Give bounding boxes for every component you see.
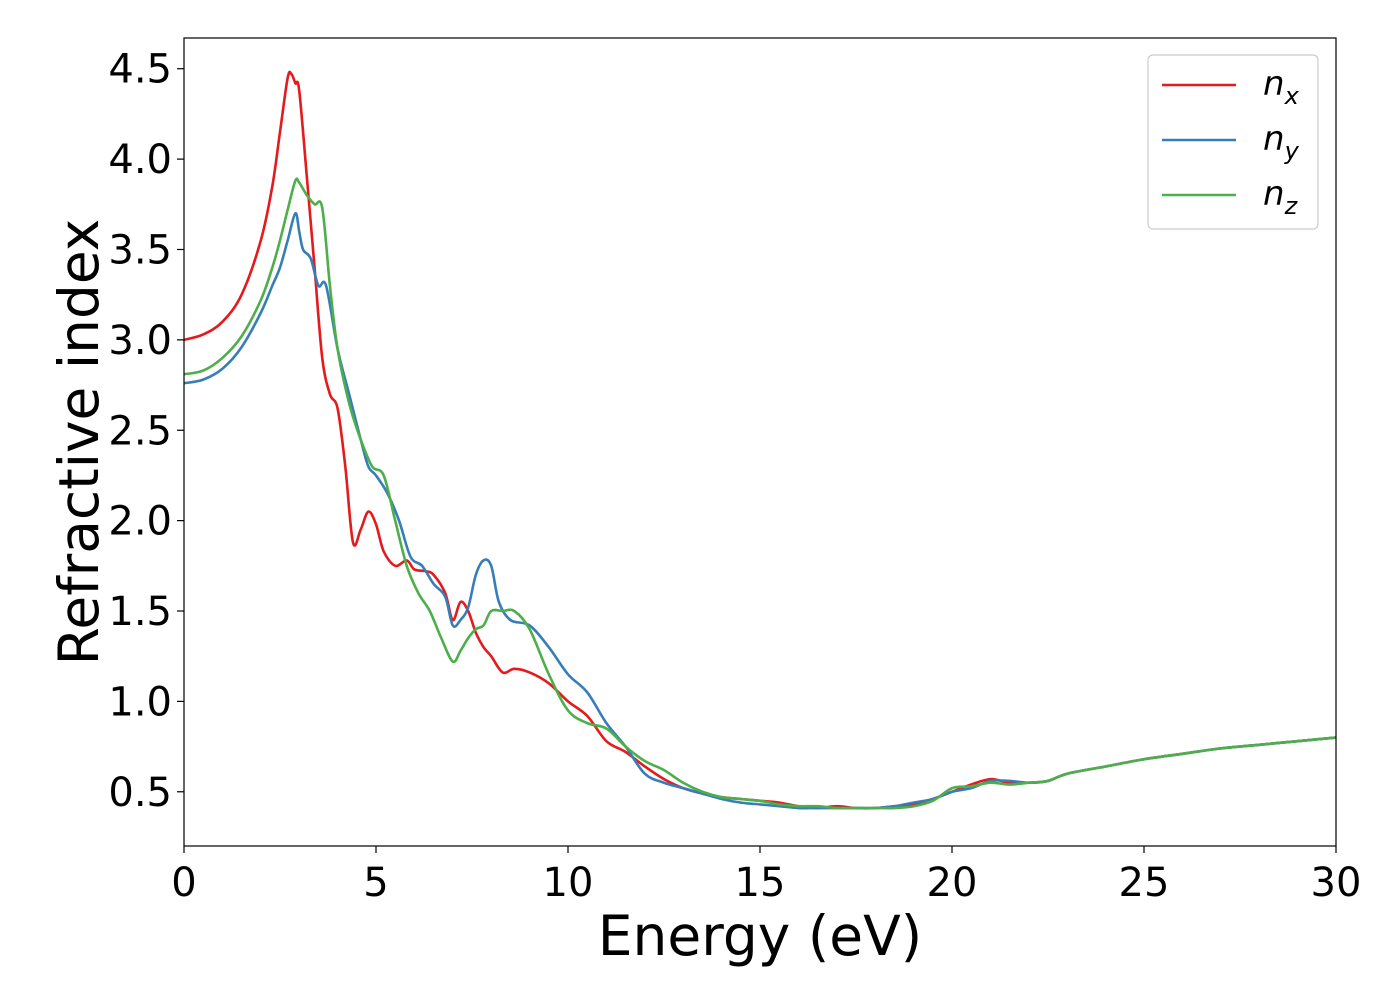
x-tick-label: 30: [1311, 860, 1362, 906]
x-tick-label: 15: [735, 860, 786, 906]
y-tick-label: 1.5: [108, 589, 172, 635]
x-tick-label: 5: [363, 860, 388, 906]
legend-label-main: n: [1263, 174, 1285, 214]
x-axis-ticks: 0 5 10 15 20 25 30: [171, 846, 1361, 906]
x-axis-title: Energy (eV): [598, 904, 922, 968]
y-tick-label: 4.5: [108, 47, 172, 93]
y-tick-label: 2.0: [108, 499, 172, 545]
x-tick-label: 10: [543, 860, 594, 906]
x-tick-label: 20: [927, 860, 978, 906]
series-line-nx: [184, 70, 1336, 810]
legend-label-subscript: x: [1284, 82, 1300, 110]
legend-box: [1147, 54, 1319, 230]
x-tick-label: 25: [1119, 860, 1170, 906]
legend-label-nx: nx: [1263, 64, 1300, 110]
legend-label-main: n: [1263, 64, 1285, 104]
x-tick-label: 0: [171, 860, 196, 906]
plot-area: [184, 70, 1336, 810]
legend-label-subscript: y: [1284, 137, 1300, 165]
series-line-nz: [184, 177, 1336, 810]
series-line-ny: [184, 212, 1336, 810]
legend-label-subscript: z: [1284, 192, 1299, 220]
y-tick-label: 0.5: [108, 770, 172, 816]
y-tick-label: 3.0: [108, 318, 172, 364]
y-tick-label: 3.5: [108, 227, 172, 273]
legend-label-ny: ny: [1263, 119, 1300, 165]
legend-label-nz: nz: [1263, 174, 1299, 220]
y-tick-label: 1.0: [108, 679, 172, 725]
y-tick-label: 4.0: [108, 137, 172, 183]
y-axis-ticks: 0.5 1.0 1.5 2.0 2.5 3.0 3.5 4.0 4.5: [108, 47, 184, 816]
legend-label-main: n: [1263, 119, 1285, 159]
y-axis-title: Refractive index: [47, 219, 111, 666]
y-tick-label: 2.5: [108, 408, 172, 454]
